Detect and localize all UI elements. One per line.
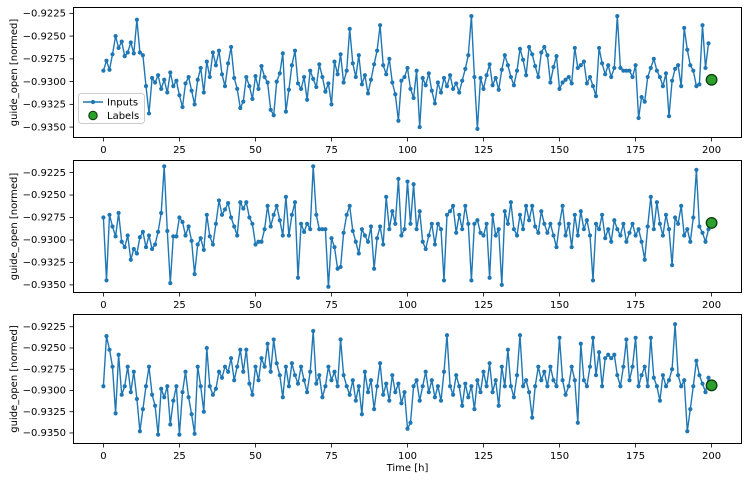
labels-dot [705, 379, 718, 392]
y-tick-label: −0.9250 [23, 190, 66, 201]
legend: Inputs Labels [78, 93, 145, 124]
x-tick-labels: 0 25 50 75 100 125 150 175 200 [100, 145, 721, 156]
tick-marks [69, 12, 712, 142]
inputs-line [102, 323, 710, 436]
axes-frame [73, 160, 742, 293]
y-tick-label: −0.9325 [23, 100, 66, 111]
y-axis-label: guide_open [normed] [9, 325, 20, 433]
x-tick-label: 100 [398, 300, 417, 311]
legend-inputs-marker [90, 99, 96, 105]
inputs-markers [101, 164, 711, 289]
x-tick-label: 75 [325, 300, 338, 311]
y-tick-label: −0.9225 [23, 168, 66, 179]
y-tick-label: −0.9250 [23, 31, 66, 42]
x-tick-label: 175 [626, 300, 645, 311]
legend-inputs-label: Inputs [107, 98, 138, 109]
y-tick-label: −0.9325 [23, 407, 66, 418]
inputs-markers [101, 14, 711, 131]
x-tick-label: 50 [249, 145, 262, 156]
x-tick-label: 0 [100, 451, 106, 462]
x-axis-label: Time [h] [386, 463, 429, 474]
x-tick-label: 25 [173, 300, 186, 311]
y-tick-label: −0.9350 [23, 428, 66, 439]
y-tick-label: −0.9350 [23, 122, 66, 133]
y-tick-label: −0.9275 [23, 54, 66, 65]
y-tick-labels: −0.9225 −0.9250 −0.9275 −0.9300 −0.9325 −0.93… [23, 9, 66, 134]
inputs-line [102, 165, 710, 288]
tick-marks [69, 172, 712, 297]
subplot-2-axes: 0 25 50 75 100 125 150 175 200−0.9225−0.9250−0.9… [9, 160, 742, 311]
subplot-3-axes: 0 25 50 75 100 125 150 175 200−0.9225−0.9250−0.9… [9, 314, 742, 474]
y-tick-label: −0.9225 [23, 322, 66, 333]
x-tick-label: 50 [249, 300, 262, 311]
y-tick-label: −0.9275 [23, 213, 66, 224]
x-tick-label: 75 [325, 145, 338, 156]
x-tick-label: 0 [100, 300, 106, 311]
x-tick-label: 25 [173, 145, 186, 156]
x-tick-label: 150 [550, 451, 569, 462]
tick-marks [69, 326, 712, 448]
y-tick-labels: −0.9225 −0.9250 −0.9275 −0.9300 −0.9325 −0.93… [23, 168, 66, 291]
axes-frame [73, 314, 742, 444]
x-tick-label: 200 [702, 145, 721, 156]
y-axis-label: guide_open [normed] [9, 173, 20, 281]
axes-frame [73, 7, 742, 138]
x-tick-label: 200 [702, 451, 721, 462]
x-tick-label: 150 [550, 300, 569, 311]
y-tick-label: −0.9300 [23, 235, 66, 246]
inputs-line [102, 15, 710, 130]
x-tick-label: 125 [474, 300, 493, 311]
y-tick-label: −0.9275 [23, 364, 66, 375]
y-tick-label: −0.9225 [23, 9, 66, 20]
x-tick-label: 100 [398, 145, 417, 156]
x-tick-label: 0 [100, 145, 106, 156]
y-tick-label: −0.9250 [23, 343, 66, 354]
x-tick-label: 175 [626, 451, 645, 462]
x-tick-label: 200 [702, 300, 721, 311]
y-tick-label: −0.9350 [23, 280, 66, 291]
labels-dot [705, 216, 718, 229]
x-tick-labels: 0 25 50 75 100 125 150 175 200 [100, 451, 721, 462]
subplot-1-axes: 0 25 50 75 100 125 150 175 200−0.9225−0.9250−0.9… [9, 7, 742, 156]
x-tick-label: 175 [626, 145, 645, 156]
legend-labels-dot [88, 110, 98, 121]
y-tick-labels: −0.9225 −0.9250 −0.9275 −0.9300 −0.9325 −0.93… [23, 322, 66, 439]
subplot-3: 0 25 50 75 100 125 150 175 200 −0.9225 −0.9250 −0.9… [9, 314, 742, 474]
x-tick-label: 50 [249, 451, 262, 462]
x-tick-labels: 0 25 50 75 100 125 150 175 200 [100, 300, 721, 311]
x-tick-label: 75 [325, 451, 338, 462]
y-tick-label: −0.9325 [23, 258, 66, 269]
labels-dot [705, 73, 718, 86]
x-tick-label: 150 [550, 145, 569, 156]
y-tick-label: −0.9300 [23, 386, 66, 397]
y-axis-label: guide_open [normed] [9, 19, 20, 127]
y-tick-label: −0.9300 [23, 77, 66, 88]
x-tick-label: 125 [474, 451, 493, 462]
x-tick-label: 125 [474, 145, 493, 156]
x-tick-label: 100 [398, 451, 417, 462]
subplot-2: 0 25 50 75 100 125 150 175 200 −0.9225 −0.9250 −0.9… [9, 160, 742, 311]
inputs-markers [101, 322, 711, 437]
x-tick-label: 25 [173, 451, 186, 462]
subplot-1: 0 25 50 75 100 125 150 175 200 −0.9225 −0.9250 −0.9… [9, 7, 742, 156]
legend-labels-label: Labels [107, 111, 139, 122]
